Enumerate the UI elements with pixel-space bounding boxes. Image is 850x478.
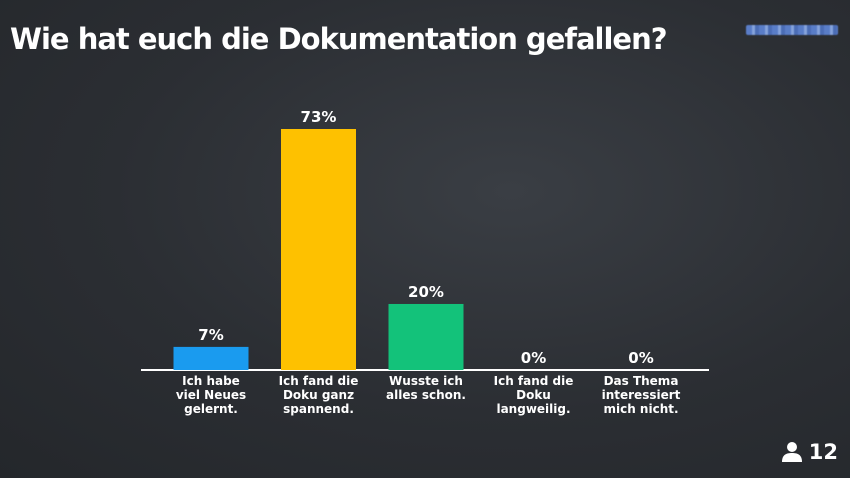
participant-count: 12 [808,440,838,464]
bar [388,303,464,370]
category-label: Das Thema interessiert mich nicht. [602,374,681,416]
data-label: 0% [521,349,546,367]
bar [173,346,249,370]
category-label: Ich habe viel Neues gelernt. [176,374,246,416]
person-icon [781,442,802,462]
data-label: 0% [628,349,653,367]
bar [281,129,356,370]
page-title: Wie hat euch die Dokumentation gefallen? [10,22,668,56]
brand-logo [746,25,838,35]
participant-counter: 12 [781,440,838,464]
data-label: 20% [408,283,444,301]
category-label: Wusste ich alles schon. [386,374,466,402]
data-label: 73% [301,108,337,126]
category-label: Ich fand die Doku ganz spannend. [279,374,359,416]
data-label: 7% [198,326,223,344]
category-label: Ich fand die Doku langweilig. [494,374,574,416]
